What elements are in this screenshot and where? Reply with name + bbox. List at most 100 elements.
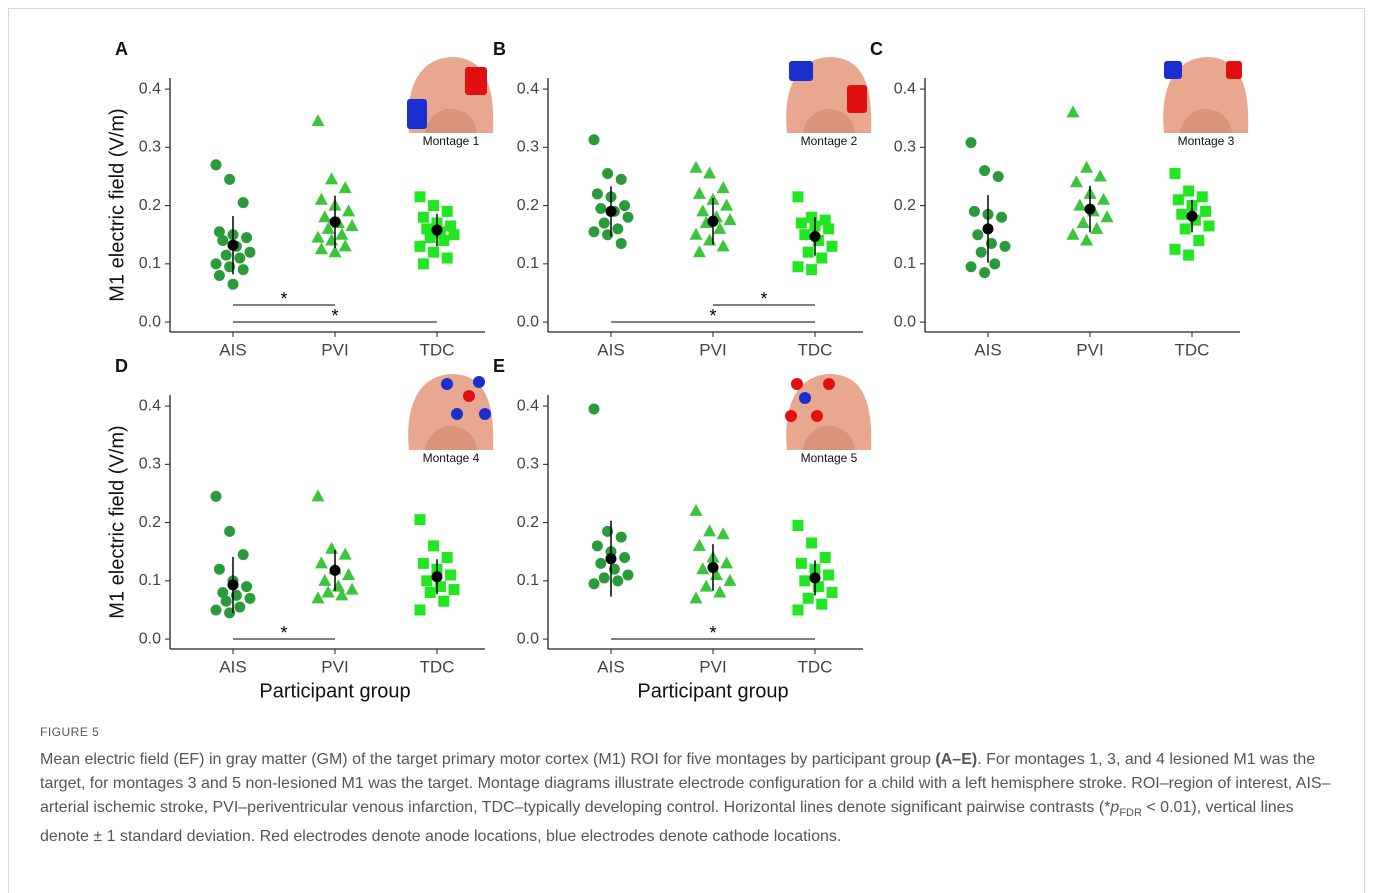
contrast-label: * [709, 306, 716, 326]
data-point [415, 514, 426, 525]
data-point [595, 558, 606, 569]
y-tick-label: 0.3 [894, 139, 916, 156]
contrast-label: * [760, 289, 767, 309]
data-point [318, 574, 331, 586]
data-point [332, 580, 345, 592]
data-point [425, 587, 436, 598]
data-point [1090, 222, 1103, 234]
data-point [793, 604, 804, 615]
data-point [221, 596, 232, 607]
y-tick-label: 0.4 [139, 80, 161, 97]
y-tick-label: 0.1 [139, 572, 161, 589]
y-tick-label: 0.4 [517, 80, 539, 97]
data-point [211, 159, 222, 170]
data-point [1170, 168, 1181, 179]
data-point [589, 134, 600, 145]
mean-point [708, 562, 719, 573]
data-point [1067, 228, 1080, 240]
y-tick-label: 0.4 [139, 397, 161, 414]
x-tick-label: TDC [1175, 340, 1210, 359]
x-tick-label: PVI [321, 340, 348, 359]
mean-point [1187, 211, 1198, 222]
data-point [793, 520, 804, 531]
data-point [720, 556, 733, 568]
data-point [696, 562, 709, 574]
x-tick-label: TDC [420, 657, 455, 676]
data-point [717, 239, 730, 251]
x-tick-label: TDC [420, 340, 455, 359]
data-point [599, 218, 610, 229]
data-point [690, 161, 703, 173]
x-tick-label: TDC [798, 340, 833, 359]
data-point [241, 232, 252, 243]
montage-label: Montage 4 [423, 451, 480, 465]
electrode [479, 408, 491, 420]
montage-image [407, 57, 493, 133]
y-tick-label: 0.3 [517, 139, 539, 156]
data-point [1080, 161, 1093, 173]
y-tick-label: 0.2 [517, 197, 539, 214]
mean-point [330, 216, 341, 227]
x-axis-title: Participant group [259, 680, 410, 702]
data-point [793, 261, 804, 272]
data-point [612, 223, 623, 234]
y-tick-label: 0.4 [517, 397, 539, 414]
data-point [1183, 186, 1194, 197]
electrode [407, 99, 427, 129]
electrode [1164, 61, 1182, 79]
data-point [602, 168, 613, 179]
x-tick-label: PVI [699, 657, 726, 676]
mean-point [708, 216, 719, 227]
panel-label: C [870, 39, 883, 59]
data-point [976, 247, 987, 258]
data-point [693, 539, 706, 551]
montage-label: Montage 3 [1178, 134, 1235, 148]
data-point [312, 489, 325, 501]
data-point [816, 253, 827, 264]
data-point [211, 491, 222, 502]
data-point [428, 200, 439, 211]
data-point [589, 578, 600, 589]
data-point [969, 206, 980, 217]
data-point [1080, 234, 1093, 246]
x-tick-label: AIS [219, 340, 246, 359]
data-point [418, 212, 429, 223]
data-point [214, 270, 225, 281]
data-point [234, 253, 245, 264]
panel-label: D [115, 356, 128, 376]
montage-label: Montage 5 [801, 451, 858, 465]
electrode [811, 410, 823, 422]
data-point [827, 241, 838, 252]
y-tick-label: 0.0 [517, 630, 539, 647]
panel-label: A [115, 39, 128, 59]
mean-point [228, 579, 239, 590]
data-point [1200, 206, 1211, 217]
y-tick-label: 0.0 [894, 313, 916, 330]
mean-point [606, 206, 617, 217]
mean-point [228, 240, 239, 251]
data-point [803, 593, 814, 604]
x-tick-label: PVI [1076, 340, 1103, 359]
data-point [966, 261, 977, 272]
data-point [717, 527, 730, 539]
caption-text: FDR [1119, 807, 1142, 819]
data-point [346, 219, 359, 231]
data-point [823, 570, 834, 581]
data-point [442, 552, 453, 563]
data-point [827, 587, 838, 598]
data-point [1070, 175, 1083, 187]
data-point [592, 540, 603, 551]
data-point [1176, 209, 1187, 220]
y-tick-label: 0.2 [139, 514, 161, 531]
y-tick-label: 0.0 [139, 313, 161, 330]
data-point [1193, 235, 1204, 246]
mean-point [432, 571, 443, 582]
montage-label: Montage 2 [801, 134, 858, 148]
data-point [1077, 216, 1090, 228]
data-point [245, 247, 256, 258]
data-point [418, 258, 429, 269]
data-point [1197, 191, 1208, 202]
data-point [224, 174, 235, 185]
y-tick-label: 0.3 [517, 456, 539, 473]
data-point [696, 204, 709, 216]
